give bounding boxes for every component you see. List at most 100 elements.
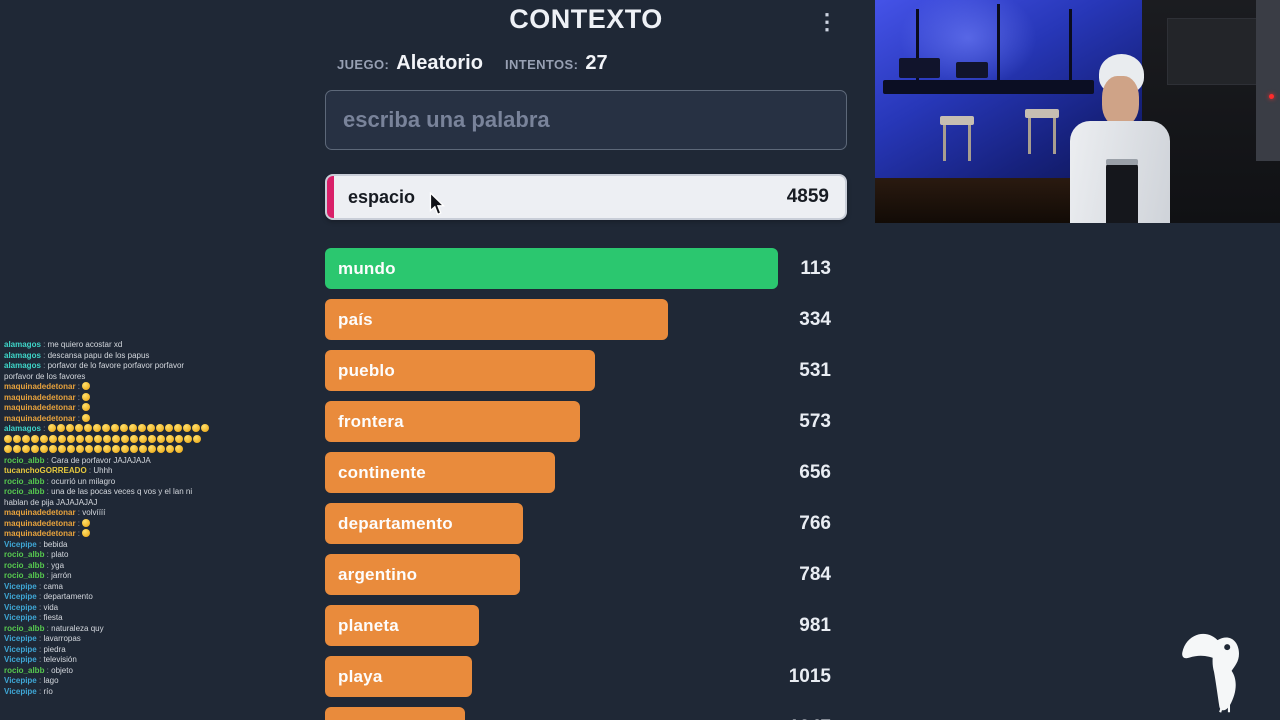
chat-username[interactable]: maquinadedetonar bbox=[4, 529, 76, 538]
chat-username[interactable]: rocio_albb bbox=[4, 455, 45, 465]
chat-username[interactable]: rocio_albb bbox=[4, 476, 45, 486]
chat-username[interactable]: alamagos bbox=[4, 350, 41, 360]
emote-icon bbox=[148, 445, 156, 453]
kebab-menu-icon[interactable]: ⋮ bbox=[816, 9, 838, 34]
emote-icon bbox=[200, 424, 209, 432]
chat-username[interactable]: Vicepipe bbox=[4, 676, 37, 685]
person-face bbox=[1102, 75, 1139, 127]
guess-word: planeta bbox=[338, 615, 399, 635]
chat-username[interactable]: alamagos bbox=[4, 424, 41, 433]
chat-text: televisión bbox=[43, 655, 77, 664]
guess-row: planeta 981 bbox=[325, 605, 847, 646]
webcam-door-frame bbox=[1255, 0, 1280, 161]
guess-bar: frontera bbox=[325, 401, 581, 442]
chat-username[interactable]: Vicepipe bbox=[4, 613, 37, 622]
guess-word: departamento bbox=[338, 513, 453, 533]
chat-text: fiesta bbox=[43, 613, 63, 622]
chat-username[interactable]: Vicepipe bbox=[4, 539, 37, 549]
emote-icon bbox=[110, 424, 119, 432]
chat-username[interactable]: maquinadedetonar bbox=[4, 403, 76, 412]
chat-message: Vicepipe : lavarropas bbox=[4, 634, 81, 643]
chat-username[interactable]: tucanchoGORREADO bbox=[4, 466, 87, 475]
chat-username[interactable]: Vicepipe bbox=[4, 602, 37, 612]
game-subtitle: JUEGO: Aleatorio INTENTOS: 27 bbox=[337, 52, 608, 75]
chat-text: lago bbox=[43, 676, 59, 685]
emote-icon bbox=[49, 445, 57, 453]
chat-message: alamagos : descansa papu de los papus bbox=[4, 350, 150, 360]
chat-text: porfavor de lo favore porfavor porfavor … bbox=[4, 361, 185, 381]
emote-icon bbox=[74, 424, 83, 432]
chat-username[interactable]: rocio_albb bbox=[4, 560, 45, 570]
guess-rank: 334 bbox=[799, 308, 831, 330]
guess-row: 1047 bbox=[325, 707, 847, 720]
emote-icon bbox=[47, 424, 56, 432]
chat-username[interactable]: maquinadedetonar bbox=[4, 382, 76, 391]
guess-rank: 766 bbox=[799, 512, 831, 534]
chat-message: maquinadedetonar : volvíííí bbox=[4, 508, 106, 517]
emote-icon bbox=[139, 445, 147, 453]
chat-message: alamagos : bbox=[4, 424, 210, 456]
chat-text: cama bbox=[43, 581, 63, 591]
guess-rank: 1015 bbox=[788, 665, 831, 687]
chat-text: volvíííí bbox=[82, 508, 106, 517]
chat-username[interactable]: maquinadedetonar bbox=[4, 518, 76, 528]
guess-rank: 573 bbox=[799, 410, 831, 432]
chat-username[interactable]: maquinadedetonar bbox=[4, 413, 76, 423]
chat-username[interactable]: alamagos bbox=[4, 361, 41, 370]
chat-message: alamagos : porfavor de lo favore porfavo… bbox=[4, 361, 185, 381]
emote-icon bbox=[76, 445, 84, 453]
emote-icon bbox=[82, 413, 91, 422]
guess-rank: 981 bbox=[799, 614, 831, 636]
chat-username[interactable]: Vicepipe bbox=[4, 655, 37, 664]
chat-username[interactable]: alamagos bbox=[4, 340, 41, 349]
chat-username[interactable]: maquinadedetonar bbox=[4, 392, 76, 402]
chat-username[interactable]: rocio_albb bbox=[4, 487, 45, 496]
juego-value: Aleatorio bbox=[396, 52, 483, 74]
chat-message: rocio_albb : naturaleza quy bbox=[4, 623, 104, 633]
chat-message: rocio_albb : objeto bbox=[4, 665, 73, 675]
chat-username[interactable]: Vicepipe bbox=[4, 644, 37, 654]
word-input[interactable] bbox=[325, 90, 847, 150]
emote-icon bbox=[182, 424, 191, 432]
emote-icon bbox=[101, 424, 110, 432]
chat-username[interactable]: Vicepipe bbox=[4, 686, 37, 696]
guess-word: argentino bbox=[338, 564, 418, 584]
emote-icon bbox=[13, 434, 21, 443]
emote-icon bbox=[85, 445, 93, 453]
emote-icon bbox=[22, 434, 30, 443]
emote-icon bbox=[119, 424, 128, 432]
chat-username[interactable]: Vicepipe bbox=[4, 581, 37, 591]
guess-word: país bbox=[338, 309, 373, 329]
webcam-desk bbox=[883, 80, 1094, 94]
chat-username[interactable]: rocio_albb bbox=[4, 623, 45, 633]
chat-message: Vicepipe : departamento bbox=[4, 592, 93, 601]
chat-username[interactable]: Vicepipe bbox=[4, 592, 37, 601]
chat-message: Vicepipe : vida bbox=[4, 602, 59, 612]
emote-icon bbox=[31, 445, 39, 453]
emote-icon bbox=[130, 445, 138, 453]
emote-icon bbox=[112, 445, 120, 453]
juego-label: JUEGO: bbox=[337, 57, 390, 72]
guess-bar: país bbox=[325, 299, 668, 340]
emote-icon bbox=[184, 434, 192, 443]
chat-text: una de las pocas veces q vos y el lan ni… bbox=[4, 487, 193, 507]
emote-icon bbox=[94, 445, 102, 453]
emote-icon bbox=[31, 434, 39, 443]
guess-bar: playa bbox=[325, 656, 473, 697]
emote-icon bbox=[82, 403, 91, 411]
chat-username[interactable]: rocio_albb bbox=[4, 571, 45, 580]
emote-icon bbox=[146, 424, 155, 432]
chat-message: Vicepipe : fiesta bbox=[4, 613, 63, 622]
chat-text: yga bbox=[51, 560, 65, 570]
emote-icon bbox=[157, 445, 165, 453]
chat-username[interactable]: Vicepipe bbox=[4, 634, 37, 643]
chat-username[interactable]: maquinadedetonar bbox=[4, 508, 76, 517]
chat-username[interactable]: rocio_albb bbox=[4, 550, 45, 559]
chat-text: me quiero acostar xd bbox=[47, 340, 123, 349]
guess-rank: 656 bbox=[799, 461, 831, 483]
emote-icon bbox=[155, 424, 164, 432]
chat-username[interactable]: rocio_albb bbox=[4, 665, 45, 675]
chat-message: Vicepipe : lago bbox=[4, 676, 59, 685]
chat-message: rocio_albb : yga bbox=[4, 560, 65, 570]
guess-bar: mundo bbox=[325, 248, 779, 289]
